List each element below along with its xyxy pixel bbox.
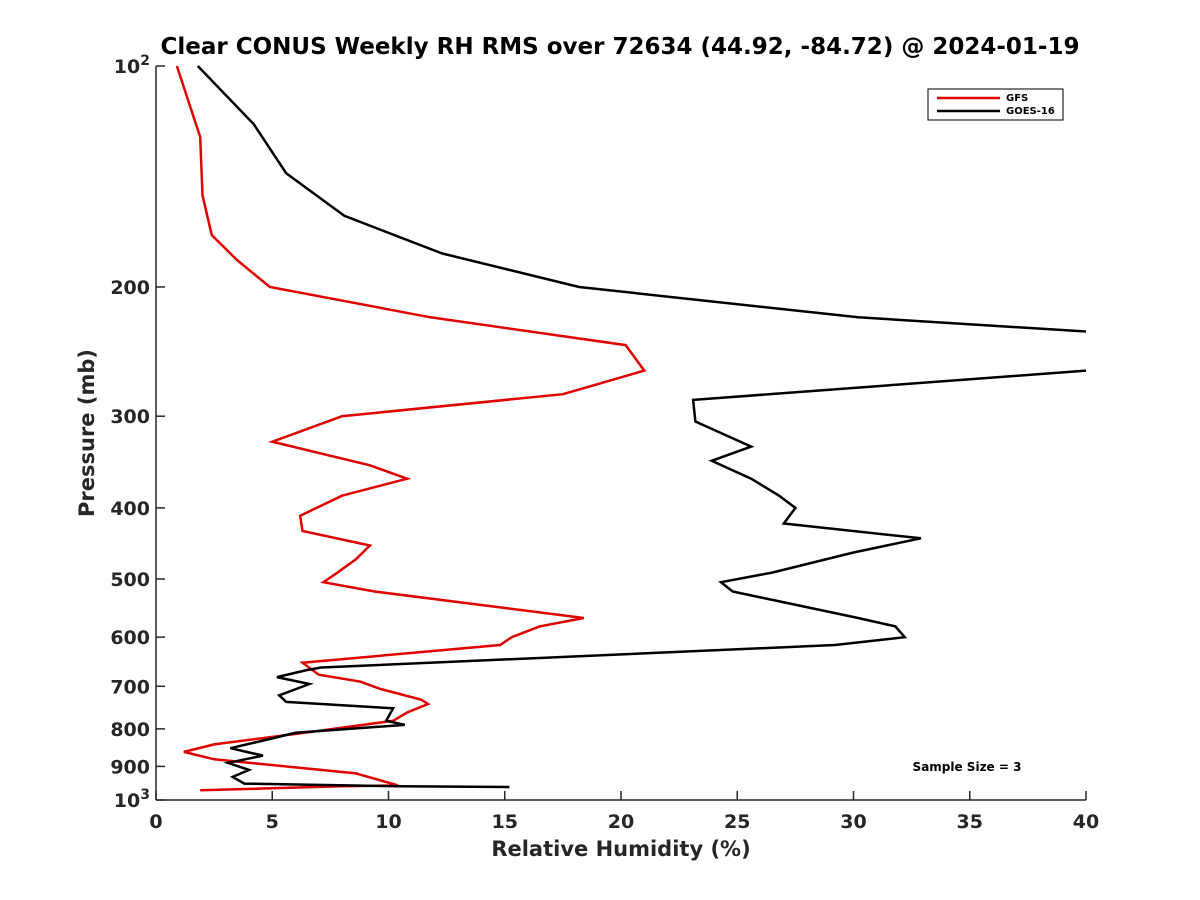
y-tick-label: 900 (110, 756, 150, 778)
x-tick-label: 40 (1073, 811, 1099, 833)
y-tick-label: 300 (110, 406, 150, 428)
series-layer (175, 65, 1087, 792)
x-tick-label: 25 (724, 811, 750, 833)
y-tick-label: 400 (110, 498, 150, 520)
y-tick-label: 800 (110, 719, 150, 741)
sample-size-annotation: Sample Size = 3 (913, 760, 1022, 774)
axes-box (156, 66, 1086, 800)
legend-label-goes-16: GOES-16 (1006, 106, 1055, 117)
y-axis-label: Pressure (mb) (75, 349, 99, 517)
x-ticks: 0 5 10 15 20 25 30 35 40 (149, 791, 1099, 833)
y-tick-label: 600 (110, 627, 150, 649)
x-tick-label: 10 (375, 811, 401, 833)
chart-title: Clear CONUS Weekly RH RMS over 72634 (44… (161, 34, 1080, 60)
legend-box (927, 88, 1064, 121)
legend-label-gfs: GFS (1006, 93, 1028, 104)
plot-area: 0 5 10 15 20 25 30 35 40 10220030040050060070080… (110, 53, 1099, 833)
series-line-goes-16 (196, 65, 1087, 789)
x-tick-label: 0 (149, 811, 162, 833)
y-tick-label: 700 (110, 676, 150, 698)
x-tick-label: 35 (957, 811, 983, 833)
x-tick-label: 5 (266, 811, 279, 833)
x-tick-label: 20 (608, 811, 634, 833)
y-tick-label: 200 (110, 277, 150, 299)
x-axis-label: Relative Humidity (%) (491, 837, 750, 861)
legend: GFS GOES-16 (927, 88, 1064, 121)
x-tick-label: 15 (492, 811, 518, 833)
y-tick-label: 500 (110, 569, 150, 591)
x-tick-label: 30 (840, 811, 866, 833)
